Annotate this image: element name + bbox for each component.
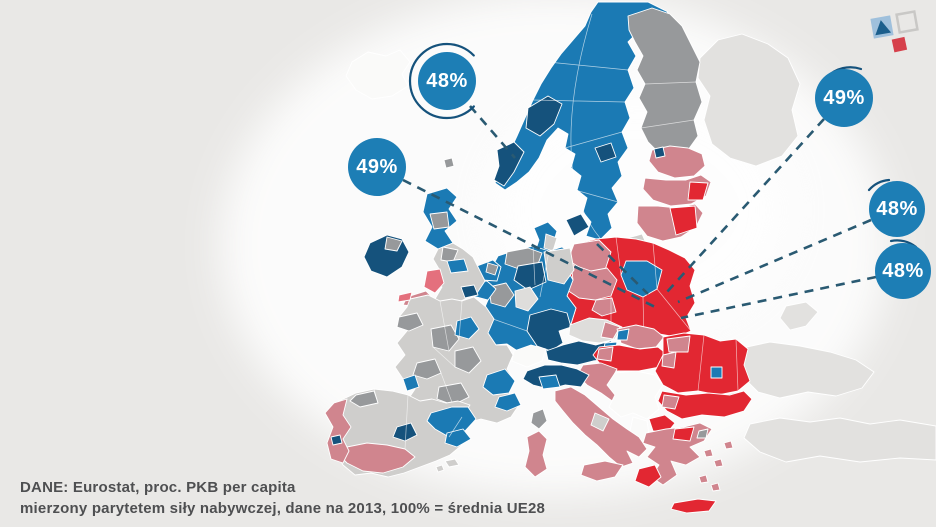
region-scandinavia: [493, 1, 669, 241]
caption-line-1: DANE: Eurostat, proc. PKB per capita: [20, 479, 296, 496]
region-greece: [634, 422, 734, 514]
callout-bubble-east-lower: 48%: [875, 243, 931, 299]
region-lithuania: [627, 203, 704, 249]
callout-bubble-northwest: 48%: [418, 52, 476, 110]
red-square-icon: [891, 36, 908, 53]
region-portugal: [324, 398, 352, 464]
callout-line: [469, 105, 516, 159]
region-czechia: [568, 317, 623, 344]
region-iceland: [345, 49, 411, 100]
caption-line-2: mierzony parytetem siły nabywczej, dane …: [20, 500, 546, 517]
region-russia: [697, 33, 801, 167]
callout-line: [677, 218, 872, 304]
region-france: [394, 291, 522, 424]
callout-bubble-west: 49%: [348, 138, 406, 196]
callout-lines: [402, 105, 877, 320]
callout-line: [596, 243, 649, 295]
region-slovakia: [616, 324, 665, 350]
region-finland: [627, 7, 703, 159]
outline-square-icon: [895, 10, 919, 34]
blue-triangle-square-icon: [870, 15, 894, 39]
region-balkans: [606, 370, 676, 446]
callout-line: [666, 118, 825, 293]
source-caption: DANE: Eurostat, proc. PKB per capita mie…: [20, 477, 545, 519]
region-italy: [522, 364, 648, 482]
region-romania: [654, 332, 751, 396]
region-estonia: [648, 145, 706, 179]
callout-arc: [867, 178, 891, 192]
logo-mark: [870, 10, 919, 53]
callout-bubble-northeast: 49%: [815, 69, 873, 127]
region-switzerland: [511, 344, 547, 368]
callout-bubble-east-upper: 48%: [869, 181, 925, 237]
region-ireland: [363, 234, 410, 278]
region-spain: [332, 388, 477, 478]
region-bulgaria: [657, 390, 753, 420]
region-poland: [564, 236, 696, 340]
region-latvia: [642, 174, 712, 207]
callout-ring: [408, 42, 486, 120]
callout-line: [680, 275, 877, 320]
